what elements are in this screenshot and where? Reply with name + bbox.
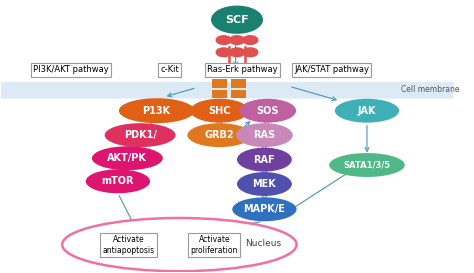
Text: PI3K/AKT pathway: PI3K/AKT pathway <box>33 66 109 75</box>
Text: JAK: JAK <box>358 106 376 116</box>
Ellipse shape <box>86 169 150 193</box>
Text: Cell membrane: Cell membrane <box>401 85 459 94</box>
Ellipse shape <box>92 146 163 170</box>
Bar <box>231 79 246 88</box>
Text: Activate
proliferation: Activate proliferation <box>191 235 238 255</box>
Text: SATA1/3/5: SATA1/3/5 <box>343 161 391 170</box>
Circle shape <box>229 48 245 57</box>
Text: MAPK/E: MAPK/E <box>244 204 285 214</box>
Ellipse shape <box>236 123 293 147</box>
Ellipse shape <box>190 99 249 123</box>
Text: Nucleus: Nucleus <box>245 239 281 248</box>
Text: P13K: P13K <box>143 106 171 116</box>
Ellipse shape <box>105 123 175 147</box>
Text: c-Kit: c-Kit <box>160 66 179 75</box>
Text: GRB2: GRB2 <box>205 130 234 140</box>
Ellipse shape <box>119 98 194 123</box>
Text: RAS: RAS <box>253 130 275 140</box>
Ellipse shape <box>239 99 296 123</box>
Text: Ras-Erk pathway: Ras-Erk pathway <box>207 66 278 75</box>
Ellipse shape <box>329 153 405 177</box>
Ellipse shape <box>211 5 263 34</box>
Circle shape <box>216 36 231 44</box>
Text: MEK: MEK <box>253 179 276 189</box>
Text: RAF: RAF <box>254 155 275 165</box>
Bar <box>212 79 227 88</box>
Text: Activate
antiapoptosis: Activate antiapoptosis <box>102 235 155 255</box>
Circle shape <box>243 36 258 44</box>
Text: SCF: SCF <box>225 15 249 25</box>
Circle shape <box>216 48 231 57</box>
Text: PDK1/: PDK1/ <box>124 130 156 140</box>
Circle shape <box>229 36 245 44</box>
Text: SHC: SHC <box>208 106 231 116</box>
Ellipse shape <box>232 197 297 221</box>
Ellipse shape <box>237 172 292 196</box>
Ellipse shape <box>62 218 297 271</box>
Text: JAK/STAT pathway: JAK/STAT pathway <box>294 66 369 75</box>
Text: AKT/PK: AKT/PK <box>108 153 147 163</box>
FancyBboxPatch shape <box>0 82 454 99</box>
Ellipse shape <box>335 99 399 123</box>
Bar <box>231 90 246 98</box>
Bar <box>212 90 227 98</box>
Circle shape <box>243 48 258 57</box>
Text: mTOR: mTOR <box>101 176 134 186</box>
Text: SOS: SOS <box>256 106 279 116</box>
Ellipse shape <box>237 148 292 171</box>
Ellipse shape <box>187 123 252 147</box>
